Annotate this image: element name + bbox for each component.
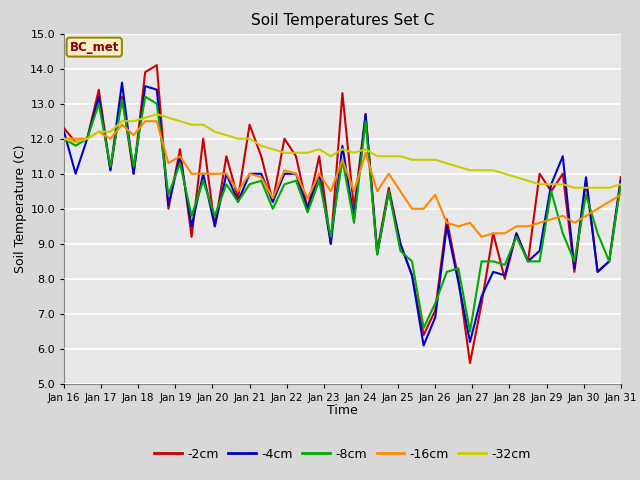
- Y-axis label: Soil Temperature (C): Soil Temperature (C): [15, 144, 28, 273]
- X-axis label: Time: Time: [327, 405, 358, 418]
- Legend: -2cm, -4cm, -8cm, -16cm, -32cm: -2cm, -4cm, -8cm, -16cm, -32cm: [150, 443, 535, 466]
- Title: Soil Temperatures Set C: Soil Temperatures Set C: [251, 13, 434, 28]
- Text: BC_met: BC_met: [70, 41, 119, 54]
